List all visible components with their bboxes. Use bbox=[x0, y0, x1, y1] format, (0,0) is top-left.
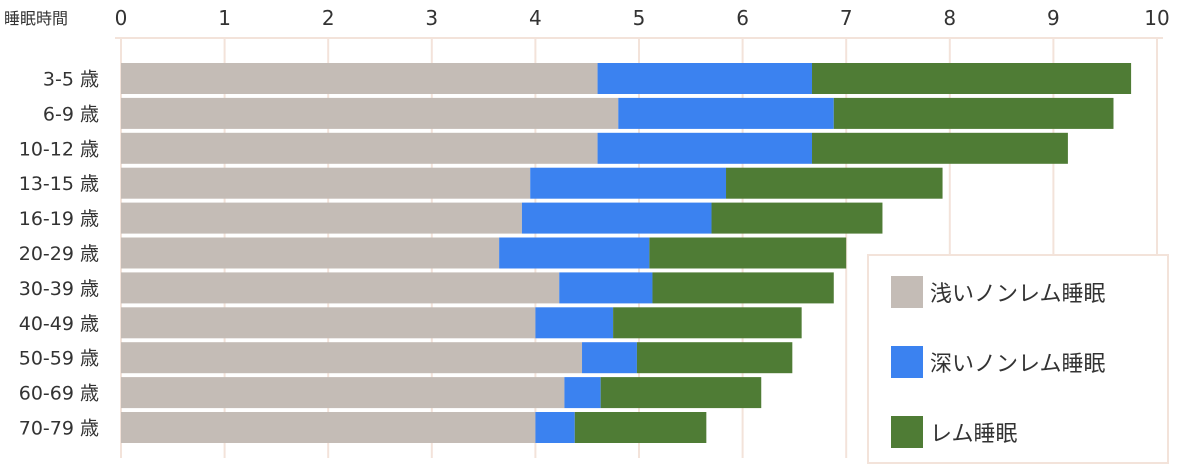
legend-swatch bbox=[891, 346, 923, 378]
x-axis-ticks: 0 1 2 3 4 5 6 7 8 9 10 bbox=[115, 6, 1170, 30]
bar-segment bbox=[121, 202, 522, 234]
bar-segment bbox=[121, 272, 560, 304]
x-tick-label: 2 bbox=[322, 6, 335, 30]
bar-segment bbox=[833, 97, 1114, 129]
x-axis-title: 睡眠時間 bbox=[4, 9, 68, 28]
x-tick-label: 6 bbox=[736, 6, 749, 30]
bar-segment bbox=[121, 237, 500, 269]
bar-segment bbox=[636, 342, 793, 374]
category-label: 16-19 歳 bbox=[19, 208, 99, 230]
legend-swatch bbox=[891, 416, 923, 448]
bar-segment bbox=[521, 202, 712, 234]
bar-segment bbox=[121, 63, 598, 94]
category-label: 30-39 歳 bbox=[19, 278, 99, 300]
y-axis-categories: 3-5 歳 6-9 歳 10-12 歳 13-15 歳 16-19 歳 20-29 歳 30… bbox=[19, 69, 99, 440]
bar-segment bbox=[530, 167, 727, 199]
category-label: 6-9 歳 bbox=[43, 103, 99, 125]
bar-segment bbox=[121, 132, 598, 164]
x-tick-label: 10 bbox=[1144, 6, 1169, 30]
bar-segment bbox=[564, 377, 601, 409]
bars bbox=[121, 63, 1132, 443]
bar-segment bbox=[812, 132, 1068, 164]
category-label: 50-59 歳 bbox=[19, 348, 99, 370]
bar-segment bbox=[559, 272, 653, 304]
category-label: 60-69 歳 bbox=[19, 383, 99, 405]
category-label: 70-79 歳 bbox=[19, 418, 99, 440]
x-tick-label: 5 bbox=[633, 6, 646, 30]
bar-segment bbox=[121, 307, 536, 339]
category-label: 3-5 歳 bbox=[43, 69, 99, 91]
bar-segment bbox=[535, 412, 575, 443]
x-tick-label: 3 bbox=[425, 6, 438, 30]
bar-segment bbox=[499, 237, 650, 269]
bar-segment bbox=[711, 202, 883, 234]
category-label: 20-29 歳 bbox=[19, 243, 99, 265]
bar-segment bbox=[597, 132, 813, 164]
bar-segment bbox=[726, 167, 943, 199]
category-label: 13-15 歳 bbox=[19, 173, 99, 195]
category-label: 40-49 歳 bbox=[19, 313, 99, 335]
bar-segment bbox=[597, 63, 813, 94]
bar-segment bbox=[121, 412, 536, 443]
legend-label: 浅いノンレム睡眠 bbox=[930, 282, 1106, 307]
x-tick-label: 0 bbox=[115, 6, 128, 30]
bar-segment bbox=[121, 167, 531, 199]
category-label: 10-12 歳 bbox=[19, 138, 99, 160]
bar-segment bbox=[618, 97, 834, 129]
x-tick-label: 4 bbox=[529, 6, 542, 30]
x-tick-label: 1 bbox=[218, 6, 231, 30]
legend-swatch bbox=[891, 276, 923, 308]
bar-segment bbox=[652, 272, 834, 304]
legend-label: レム睡眠 bbox=[930, 422, 1018, 447]
x-tick-label: 8 bbox=[943, 6, 956, 30]
x-tick-label: 7 bbox=[840, 6, 853, 30]
bar-segment bbox=[600, 377, 762, 409]
bar-segment bbox=[613, 307, 802, 339]
x-tick-label: 9 bbox=[1047, 6, 1060, 30]
bar-segment bbox=[121, 342, 583, 374]
bar-segment bbox=[582, 342, 637, 374]
bar-segment bbox=[121, 97, 619, 129]
bar-segment bbox=[812, 63, 1132, 94]
bar-segment bbox=[649, 237, 847, 269]
bar-segment bbox=[574, 412, 707, 443]
bar-segment bbox=[121, 377, 565, 409]
bar-segment bbox=[535, 307, 614, 339]
legend-label: 深いノンレム睡眠 bbox=[930, 352, 1106, 377]
